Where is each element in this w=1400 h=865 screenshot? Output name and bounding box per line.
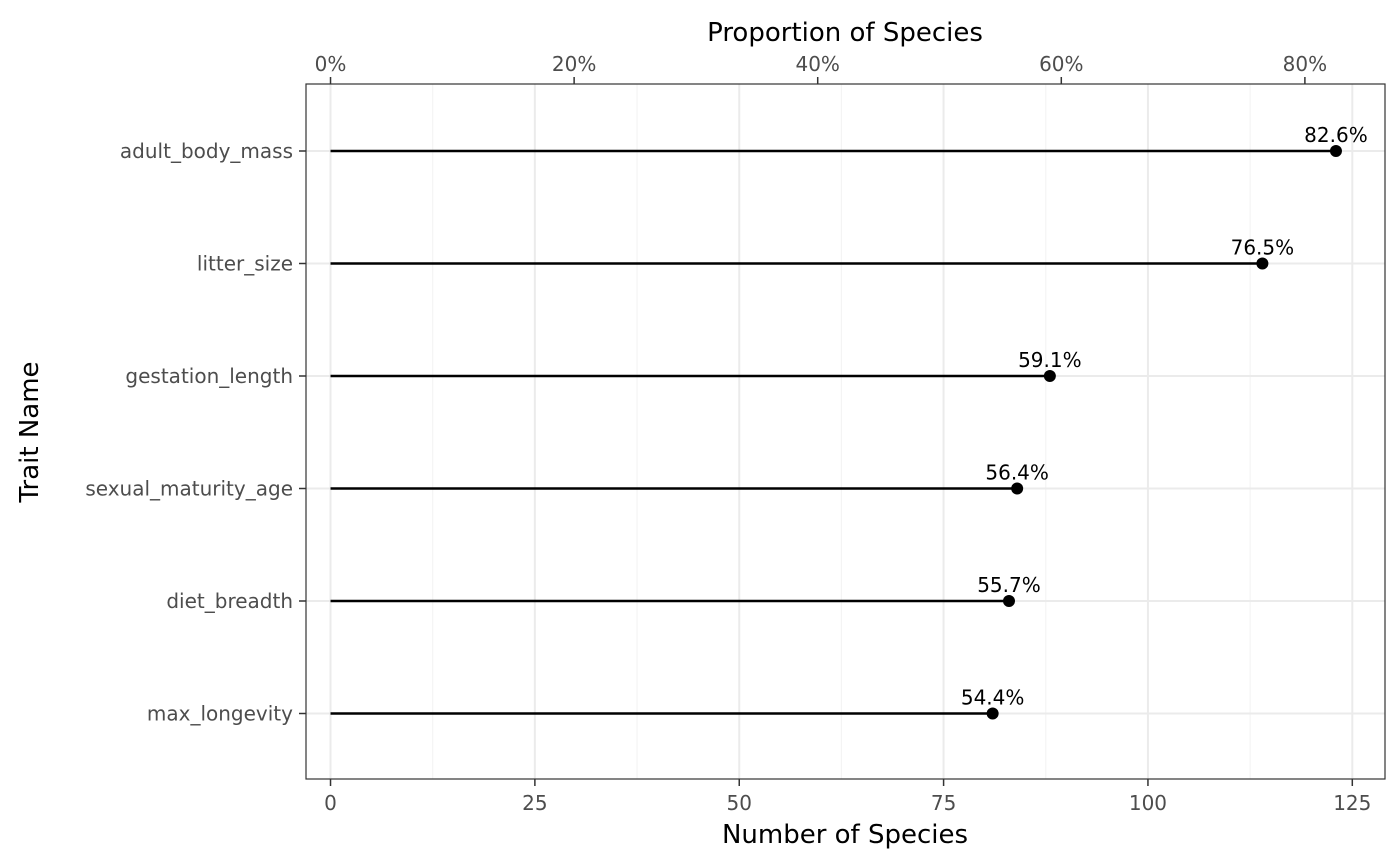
lollipop-point bbox=[1002, 595, 1015, 607]
lollipop-point bbox=[1329, 145, 1342, 157]
data-label: 76.5% bbox=[1231, 236, 1295, 260]
x-axis-tick-label: 0 bbox=[324, 791, 337, 815]
data-label: 82.6% bbox=[1304, 123, 1368, 147]
lollipop-point bbox=[986, 707, 999, 720]
lollipop-point bbox=[1256, 257, 1269, 270]
top-axis-tick-label: 20% bbox=[552, 52, 596, 76]
data-label: 56.4% bbox=[985, 461, 1049, 485]
data-label: 54.4% bbox=[961, 686, 1025, 710]
y-axis-tick-label: diet_breadth bbox=[166, 589, 293, 613]
y-axis-tick-label: litter_size bbox=[197, 252, 293, 276]
x-axis-tick-label: 100 bbox=[1129, 791, 1167, 815]
top-axis-title: Proportion of Species bbox=[707, 18, 983, 48]
y-axis-title: Trait Name bbox=[15, 361, 45, 503]
x-axis-tick-label: 50 bbox=[727, 791, 752, 815]
y-axis-tick-label: adult_body_mass bbox=[120, 139, 293, 163]
y-axis-tick-label: sexual_maturity_age bbox=[85, 477, 293, 501]
top-axis-tick-label: 40% bbox=[795, 52, 839, 76]
grid-lines bbox=[306, 84, 1385, 779]
data-label: 59.1% bbox=[1018, 348, 1082, 372]
top-axis-tick-label: 0% bbox=[315, 52, 347, 76]
lollipop-point bbox=[1011, 482, 1024, 495]
y-axis-tick-label: max_longevity bbox=[147, 702, 293, 726]
x-axis-tick-label: 125 bbox=[1333, 791, 1371, 815]
axes: 0 25 50 75 100 125 0% 20% 40% 60% 80% adult_body_ma… bbox=[85, 52, 1371, 815]
y-axis-tick-label: gestation_length bbox=[125, 364, 293, 388]
x-axis-title: Number of Species bbox=[722, 820, 968, 850]
top-axis-tick-label: 80% bbox=[1283, 52, 1327, 76]
data-label: 55.7% bbox=[977, 573, 1041, 597]
data-marks: 82.6% 76.5% 59.1% 56.4% 55.7% 54.4% bbox=[330, 123, 1368, 720]
top-axis-tick-label: 60% bbox=[1039, 52, 1083, 76]
x-axis-tick-label: 25 bbox=[522, 791, 547, 815]
panel-border bbox=[305, 83, 1386, 780]
x-axis-tick-label: 75 bbox=[931, 791, 956, 815]
lollipop-point bbox=[1043, 370, 1056, 382]
